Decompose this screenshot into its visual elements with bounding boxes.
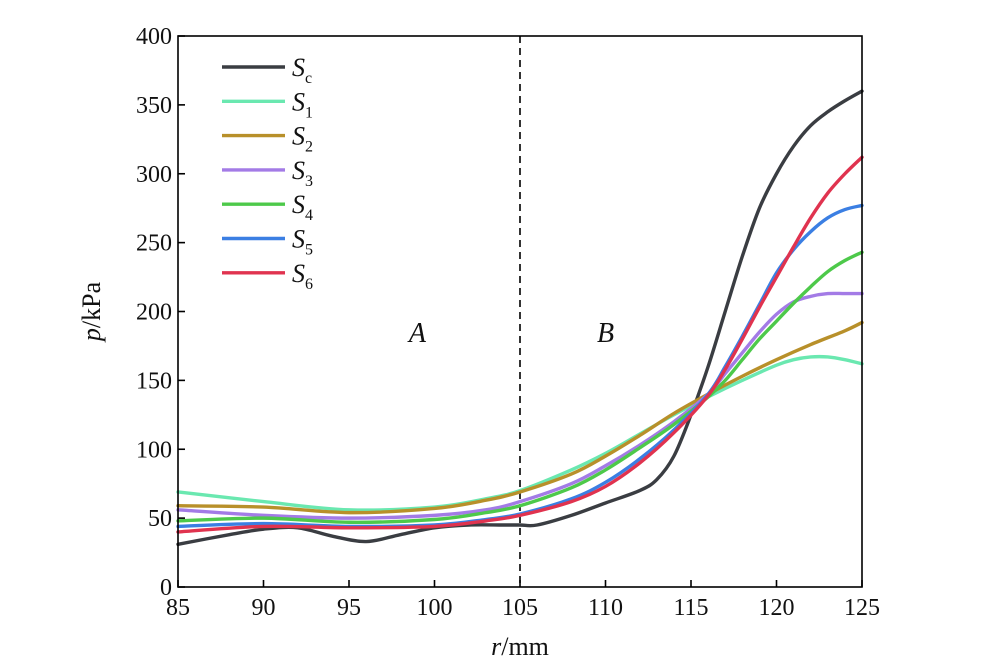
x-tick-label: 105 xyxy=(502,595,538,621)
y-tick-label: 200 xyxy=(136,300,172,326)
y-tick-label: 50 xyxy=(148,506,172,532)
legend-label-s-1: S1 xyxy=(292,87,313,121)
y-tick-label: 400 xyxy=(136,24,172,50)
x-tick-label: 125 xyxy=(844,595,880,621)
legend-label-s-5: S5 xyxy=(292,225,313,259)
series-line-s-2 xyxy=(176,320,864,515)
x-tick-label: 120 xyxy=(759,595,795,621)
series-line-s-3 xyxy=(176,291,864,520)
y-axis-label: p/kPa xyxy=(77,281,106,343)
x-axis-variable: r xyxy=(491,632,502,661)
series-line-s-c xyxy=(176,89,864,546)
legend-label-s-c: Sc xyxy=(292,53,312,87)
series-line-s-4 xyxy=(176,250,864,524)
y-tick-label: 350 xyxy=(136,93,172,119)
series-lines xyxy=(176,89,864,546)
y-axis-variable: p xyxy=(77,328,106,343)
axis-ticks: 85 90 95 100 105 110 115 120 125 0 50 100 150 200 250 3… xyxy=(136,24,880,621)
x-tick-label: 95 xyxy=(337,595,361,621)
region-label-a: A xyxy=(407,318,427,349)
y-tick-label: 300 xyxy=(136,162,172,188)
y-tick-label: 150 xyxy=(136,368,172,394)
x-tick-label: 110 xyxy=(588,595,623,621)
plot-frame xyxy=(177,35,863,588)
x-tick-label: 90 xyxy=(252,595,276,621)
region-label-b: B xyxy=(597,318,614,349)
x-tick-label: 85 xyxy=(166,595,190,621)
x-tick-label: 100 xyxy=(417,595,453,621)
legend-label-s-4: S4 xyxy=(292,190,313,224)
x-axis-unit: /mm xyxy=(501,632,549,661)
y-tick-label: 100 xyxy=(136,437,172,463)
legend-label-s-6: S6 xyxy=(292,259,313,293)
y-tick-label: 0 xyxy=(160,575,172,601)
y-axis-unit: /kPa xyxy=(77,281,106,328)
x-tick-label: 115 xyxy=(673,595,708,621)
series-line-s-6 xyxy=(176,155,864,534)
x-axis-label: r/mm xyxy=(491,632,549,661)
legend-label-s-3: S3 xyxy=(292,156,313,190)
y-tick-label: 250 xyxy=(136,231,172,257)
legend-label-s-2: S2 xyxy=(292,122,313,156)
